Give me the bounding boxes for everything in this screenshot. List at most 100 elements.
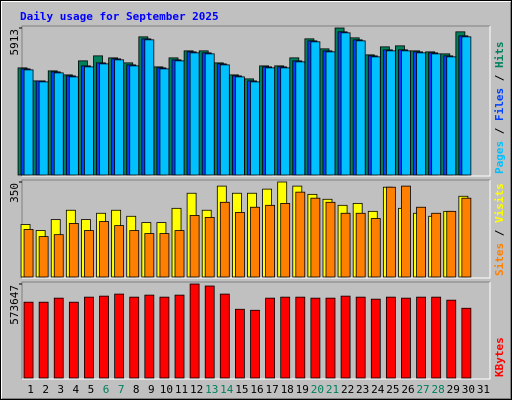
bar <box>446 210 457 278</box>
bar <box>53 234 64 278</box>
bar <box>265 67 275 176</box>
bar <box>370 218 381 278</box>
x-tick-label: 5 <box>88 383 95 396</box>
legend-entry: Hits <box>493 42 506 69</box>
bar <box>53 297 64 379</box>
panel-border-light <box>22 282 491 380</box>
legend-separator: / <box>493 223 506 243</box>
legend: Pages / Files / Hits <box>493 42 506 175</box>
x-tick-label: 8 <box>133 383 140 396</box>
x-tick-label: 22 <box>341 383 354 396</box>
bar <box>189 52 200 176</box>
bar <box>204 216 215 278</box>
bar <box>385 296 396 379</box>
bar <box>99 63 109 176</box>
bar <box>355 296 366 379</box>
bar <box>385 50 396 176</box>
bar <box>174 60 185 176</box>
bar <box>461 307 472 379</box>
x-tick-label: 26 <box>401 383 414 396</box>
bar <box>219 293 230 379</box>
bar <box>446 299 457 379</box>
x-tick-label: 25 <box>386 383 399 396</box>
x-tick-label: 30 <box>462 383 475 396</box>
bar <box>99 221 109 278</box>
bar <box>159 233 170 278</box>
bar <box>310 197 321 278</box>
bar <box>38 236 49 278</box>
bar <box>280 296 291 379</box>
bar <box>280 202 291 278</box>
bar <box>129 230 140 278</box>
bar <box>401 297 411 379</box>
bar <box>295 296 306 379</box>
bar <box>204 53 215 176</box>
x-tick-label: 4 <box>73 383 80 396</box>
bar <box>416 206 426 278</box>
bar <box>129 296 140 379</box>
bar <box>204 285 215 379</box>
bar <box>84 66 94 176</box>
bar <box>235 212 245 278</box>
bar <box>446 56 457 176</box>
x-tick-label: 24 <box>371 383 385 396</box>
bar <box>174 230 185 278</box>
bar <box>310 297 321 379</box>
x-tick-label: 17 <box>265 383 278 396</box>
x-tick-label: 23 <box>356 383 369 396</box>
bar <box>295 61 306 176</box>
x-tick-label: 1 <box>27 383 34 396</box>
legend-separator: / <box>493 68 506 88</box>
bar <box>144 39 155 176</box>
bar <box>280 67 291 176</box>
bar <box>265 297 275 379</box>
bar <box>461 36 472 176</box>
x-tick-label: 3 <box>57 383 64 396</box>
bar <box>114 59 125 176</box>
bar <box>250 309 260 379</box>
bar <box>174 294 185 379</box>
x-tick-label: 31 <box>477 383 490 396</box>
bar <box>325 297 336 379</box>
bar <box>159 296 170 379</box>
bar <box>219 201 230 278</box>
legend-separator: / <box>493 121 506 141</box>
bar <box>189 283 200 379</box>
bar <box>385 186 396 278</box>
bar <box>250 81 260 176</box>
y-tick-label: 350 <box>8 183 21 203</box>
bar <box>355 212 366 278</box>
bar <box>114 225 125 278</box>
bar <box>310 41 321 176</box>
legend-entry: Sites <box>493 243 506 276</box>
bar <box>38 81 49 176</box>
bar <box>340 212 351 278</box>
bar <box>250 206 260 278</box>
bar <box>431 212 442 278</box>
x-tick-label: 12 <box>190 383 203 396</box>
legend-entry: KBytes <box>493 337 506 377</box>
bar <box>370 298 381 379</box>
x-tick-label: 7 <box>118 383 125 396</box>
panel-border-light <box>22 26 491 177</box>
bar <box>355 40 366 176</box>
x-tick-label: 9 <box>148 383 155 396</box>
bar <box>416 296 426 379</box>
y-tick-label: 573647 <box>8 285 21 325</box>
bar <box>325 51 336 176</box>
x-tick-label: 13 <box>205 383 218 396</box>
bar <box>23 69 34 176</box>
bar <box>265 204 275 278</box>
x-tick-label: 15 <box>235 383 248 396</box>
bar <box>219 64 230 176</box>
bar <box>68 223 79 278</box>
bar <box>144 294 155 379</box>
x-tick-label: 6 <box>103 383 110 396</box>
legend: KBytes <box>493 337 506 377</box>
chart-title: Daily usage for September 2025 <box>20 10 219 23</box>
x-tick-label: 19 <box>296 383 309 396</box>
x-tick-label: 21 <box>326 383 339 396</box>
